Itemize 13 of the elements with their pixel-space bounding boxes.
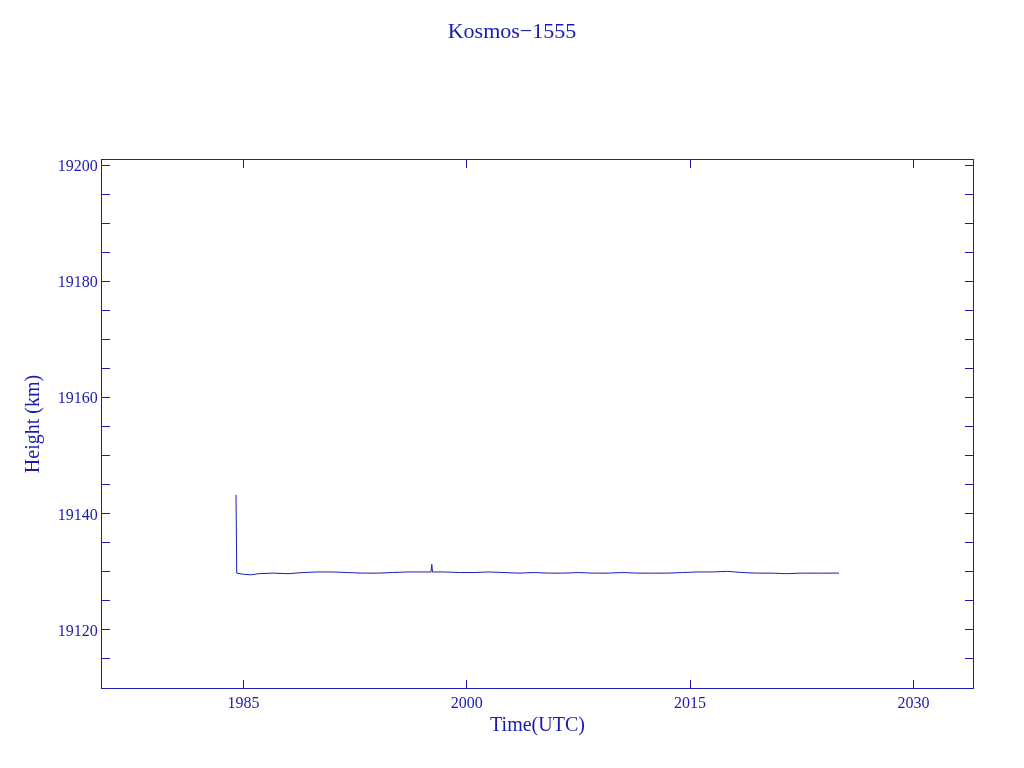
x-axis-title: Time(UTC) — [490, 712, 585, 736]
y-tick-label: 19200 — [57, 157, 98, 175]
y-tick-label: 19140 — [57, 505, 98, 523]
x-tick-label: 2015 — [674, 694, 707, 712]
y-tick-label: 19180 — [57, 273, 98, 291]
x-tick-label: 2030 — [897, 694, 930, 712]
chart-title: Kosmos−1555 — [447, 18, 577, 44]
y-axis-title: Height (km) — [21, 374, 45, 474]
line-series — [235, 494, 840, 576]
x-tick-label: 1985 — [227, 694, 260, 712]
x-tick-label: 2000 — [450, 694, 483, 712]
y-tick-label: 19120 — [57, 621, 98, 639]
y-tick-label: 19160 — [57, 389, 98, 407]
